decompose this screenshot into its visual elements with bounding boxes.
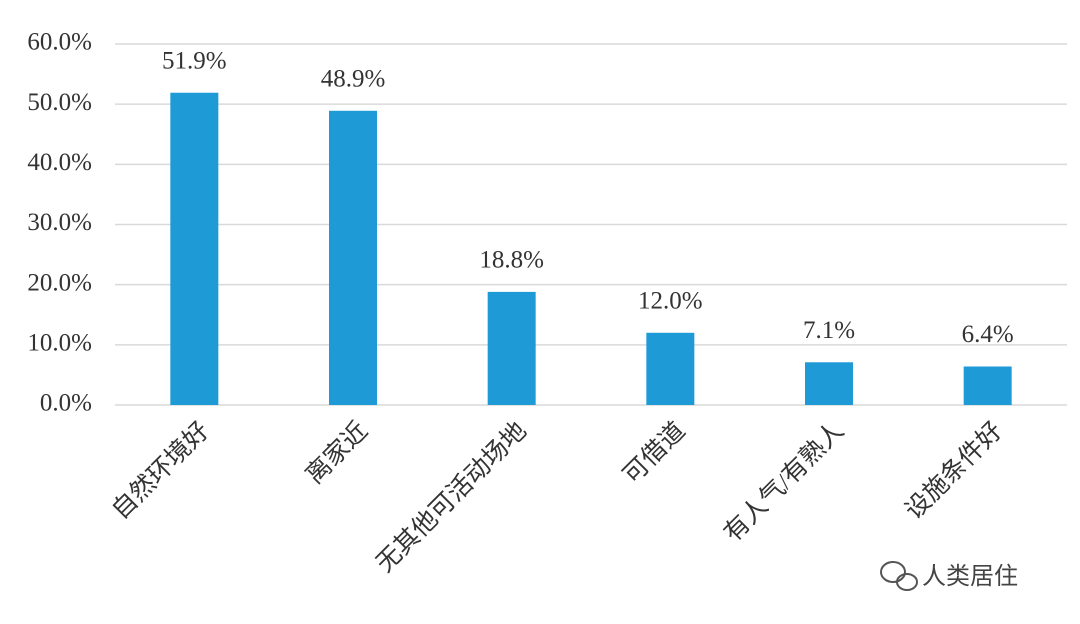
y-tick-label: 40.0% bbox=[27, 149, 92, 176]
bar bbox=[487, 291, 536, 405]
y-tick-label: 20.0% bbox=[27, 269, 92, 296]
value-label: 6.4% bbox=[962, 321, 1014, 348]
bar bbox=[646, 332, 695, 405]
value-label: 51.9% bbox=[162, 47, 227, 74]
y-tick-label: 60.0% bbox=[27, 29, 92, 56]
y-tick-label: 30.0% bbox=[27, 209, 92, 236]
bar bbox=[805, 362, 853, 405]
y-tick-label: 50.0% bbox=[27, 89, 92, 116]
bar bbox=[170, 92, 219, 406]
value-label: 12.0% bbox=[638, 288, 703, 315]
y-tick-label: 10.0% bbox=[27, 330, 92, 357]
value-label: 48.9% bbox=[321, 66, 386, 93]
x-tick-label: 设施条件好 bbox=[900, 416, 1008, 524]
x-tick-label: 无其他可活动场地 bbox=[371, 416, 532, 577]
bar bbox=[329, 110, 377, 405]
value-label: 18.8% bbox=[479, 247, 544, 274]
watermark: 人类居住 bbox=[922, 562, 1018, 590]
watermark-icon bbox=[880, 561, 918, 591]
x-tick-label: 有人气/有熟人 bbox=[719, 416, 850, 547]
x-tick-label: 离家近 bbox=[300, 416, 373, 489]
value-label: 7.1% bbox=[803, 317, 855, 344]
x-tick-label: 自然环境好 bbox=[106, 416, 214, 524]
x-tick-label: 可借道 bbox=[618, 416, 691, 489]
bar bbox=[963, 366, 1012, 405]
y-tick-label: 0.0% bbox=[40, 390, 92, 417]
